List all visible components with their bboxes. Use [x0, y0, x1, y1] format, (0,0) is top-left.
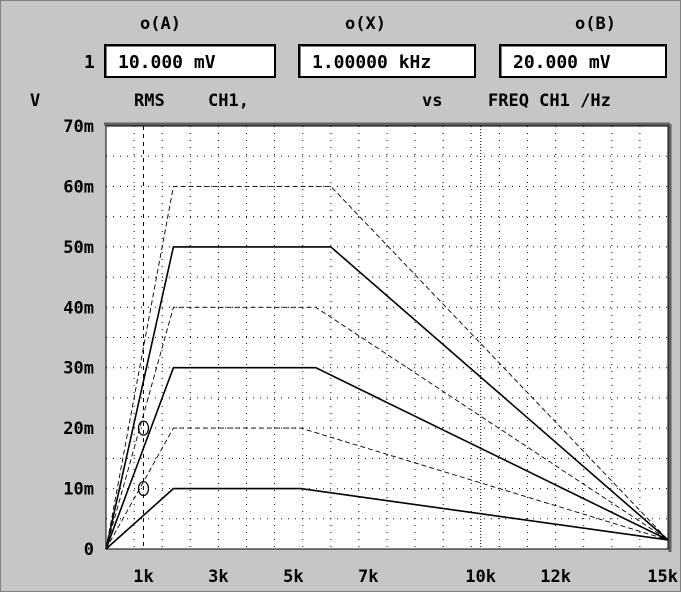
y-tick-label: 60m: [63, 177, 94, 197]
series-line-6: [105, 185, 669, 550]
field-x-value[interactable]: 1.00000 kHz: [298, 44, 476, 78]
series-line-2: [105, 427, 669, 550]
row-number: 1: [84, 52, 95, 73]
x-tick-label: 3k: [208, 567, 228, 587]
x-tick-label: 5k: [283, 567, 303, 587]
x-quantity-label: FREQ CH1 /Hz: [488, 91, 611, 111]
col-b-label: o(B): [575, 14, 616, 34]
col-a-label: o(A): [140, 14, 181, 34]
y-unit-label: V: [30, 91, 41, 111]
field-b-value[interactable]: 20.000 mV: [499, 44, 667, 78]
y-tick-label: 20m: [63, 419, 94, 439]
y-tick-label: 30m: [63, 359, 94, 379]
y-quantity-label: RMS: [134, 91, 165, 111]
x-tick-label: 12k: [540, 567, 571, 587]
series-line-1: [105, 487, 669, 550]
series-line-4: [105, 306, 669, 550]
y-tick-label: 0: [84, 540, 94, 560]
series-line-5: [105, 246, 669, 550]
y-channel-label: CH1,: [208, 91, 249, 111]
marker-a: [137, 480, 150, 497]
series-line-3: [105, 366, 669, 550]
x-tick-label: 15k: [647, 567, 678, 587]
marker-b: [137, 420, 150, 436]
y-tick-label: 70m: [63, 117, 94, 137]
x-tick-label: 7k: [358, 567, 378, 587]
col-x-label: o(X): [345, 14, 386, 34]
y-tick-label: 10m: [63, 480, 94, 500]
y-tick-label: 50m: [63, 238, 94, 258]
vs-label: vs: [422, 91, 443, 111]
x-tick-label: 10k: [465, 567, 496, 587]
field-a-value[interactable]: 10.000 mV: [104, 44, 276, 78]
y-tick-label: 40m: [63, 298, 94, 318]
x-tick-label: 1k: [133, 567, 153, 587]
